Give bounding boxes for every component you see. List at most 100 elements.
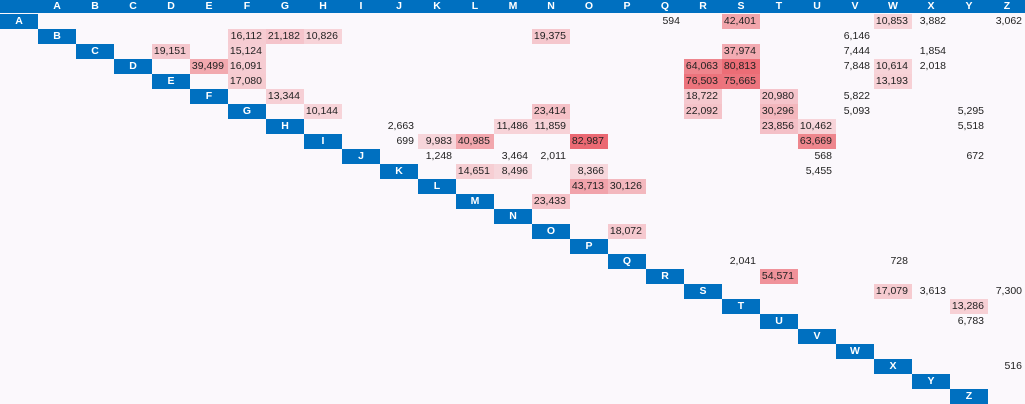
cell: 8,496 (494, 164, 532, 179)
row-header: M (456, 194, 494, 209)
cell: 20,980 (760, 89, 798, 104)
cell: 18,722 (684, 89, 722, 104)
row-header: C (76, 44, 114, 59)
cell: 7,848 (843, 60, 870, 72)
row-header: Q (608, 254, 646, 269)
cell: 10,462 (798, 119, 836, 134)
column-header: A (53, 0, 61, 12)
cell: 14,651 (456, 164, 494, 179)
cell: 63,669 (798, 134, 836, 149)
cell: 7,300 (995, 285, 1022, 297)
column-header: G (280, 0, 290, 12)
cell: 8,366 (570, 164, 608, 179)
row-header: F (190, 89, 228, 104)
cell: 30,126 (608, 179, 646, 194)
cell: 3,062 (995, 15, 1022, 27)
column-header: L (471, 0, 479, 12)
cell: 9,983 (418, 134, 456, 149)
cell: 672 (966, 150, 984, 162)
cell: 1,854 (919, 45, 946, 57)
cell: 13,344 (266, 89, 304, 104)
cell: 19,375 (532, 29, 570, 44)
cell: 13,193 (874, 74, 912, 89)
cell: 17,079 (874, 284, 912, 299)
column-header: D (167, 0, 175, 12)
cell: 5,093 (843, 105, 870, 117)
cell: 5,455 (805, 165, 832, 177)
row-header: U (760, 314, 798, 329)
row-header: K (380, 164, 418, 179)
cell: 5,295 (957, 105, 984, 117)
column-header: T (775, 0, 783, 12)
cell: 64,063 (684, 59, 722, 74)
column-header: I (359, 0, 363, 12)
row-header: O (532, 224, 570, 239)
row-header: R (646, 269, 684, 284)
cell: 21,182 (266, 29, 304, 44)
cell: 516 (1004, 360, 1022, 372)
column-header: M (508, 0, 518, 12)
cell: 6,783 (957, 315, 984, 327)
column-header: K (433, 0, 441, 12)
row-header: V (798, 329, 836, 344)
cell: 82,987 (570, 134, 608, 149)
cell: 54,571 (760, 269, 798, 284)
cell: 19,151 (152, 44, 190, 59)
cell: 3,613 (919, 285, 946, 297)
column-header: E (205, 0, 213, 12)
cell: 16,112 (228, 29, 266, 44)
column-header: V (851, 0, 859, 12)
column-header: P (623, 0, 631, 12)
row-header: I (304, 134, 342, 149)
column-header: F (243, 0, 251, 12)
cell: 42,401 (722, 14, 760, 29)
column-header: W (888, 0, 898, 12)
cell: 3,464 (501, 150, 528, 162)
cell: 6,146 (843, 30, 870, 42)
cell: 17,080 (228, 74, 266, 89)
cell: 18,072 (608, 224, 646, 239)
cell: 23,414 (532, 104, 570, 119)
row-header: B (38, 29, 76, 44)
cell: 10,853 (874, 14, 912, 29)
cell: 2,018 (919, 60, 946, 72)
column-header: B (91, 0, 99, 12)
column-header: U (813, 0, 821, 12)
cell: 728 (890, 255, 908, 267)
cell: 568 (814, 150, 832, 162)
cell: 23,856 (760, 119, 798, 134)
row-header: H (266, 119, 304, 134)
cell: 16,091 (228, 59, 266, 74)
cell: 5,822 (843, 90, 870, 102)
row-header: W (836, 344, 874, 359)
cell: 10,614 (874, 59, 912, 74)
row-header: L (418, 179, 456, 194)
row-header: X (874, 359, 912, 374)
cell: 39,499 (190, 59, 228, 74)
cell: 1,248 (425, 150, 452, 162)
column-header: S (737, 0, 745, 12)
cell: 7,444 (843, 45, 870, 57)
cell: 594 (662, 15, 680, 27)
cell: 11,859 (532, 119, 570, 134)
cell: 10,826 (304, 29, 342, 44)
cell: 15,124 (228, 44, 266, 59)
column-header: Z (1003, 0, 1011, 12)
row-header: A (0, 14, 38, 29)
row-header: J (342, 149, 380, 164)
cell: 22,092 (684, 104, 722, 119)
column-header: C (129, 0, 137, 12)
cell: 10,144 (304, 104, 342, 119)
column-header: Q (660, 0, 670, 12)
column-header: J (396, 0, 402, 12)
cell: 80,813 (722, 59, 760, 74)
column-header: Y (965, 0, 973, 12)
row-header: S (684, 284, 722, 299)
cell: 2,011 (540, 150, 567, 162)
cell: 3,882 (919, 15, 946, 27)
column-header: X (927, 0, 935, 12)
column-header: N (547, 0, 555, 12)
cell: 23,433 (532, 194, 570, 209)
header-bar (0, 0, 1025, 13)
